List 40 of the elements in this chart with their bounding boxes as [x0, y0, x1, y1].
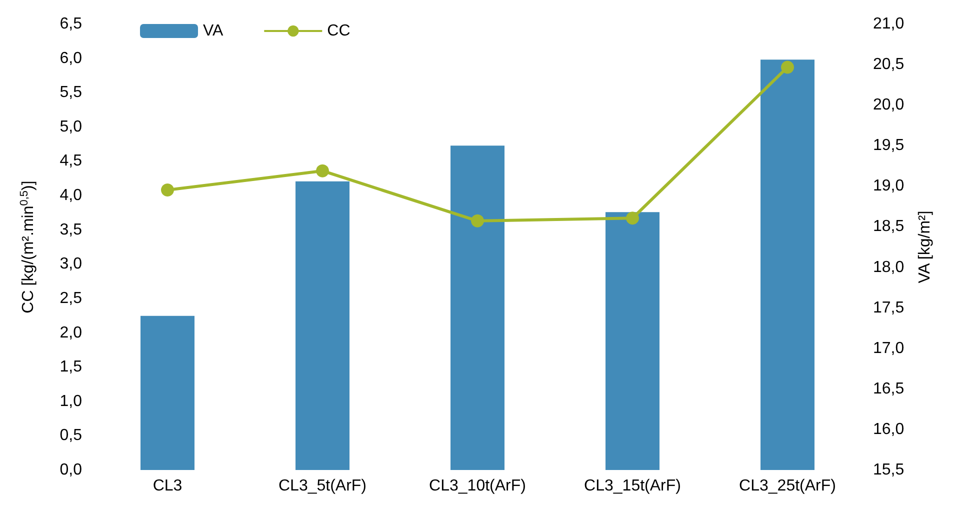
y-tick-label: 1,0 — [60, 392, 82, 410]
y2-tick-label: 16,0 — [873, 420, 904, 438]
y-tick-label: 2,0 — [60, 324, 82, 342]
y-tick-label: 4,5 — [60, 152, 82, 170]
y2-tick-label: 19,0 — [873, 178, 904, 195]
y-tick-label: 5,5 — [60, 84, 82, 102]
y2-tick-label: 21,0 — [873, 16, 904, 32]
y2-axis-title: VA [kg/m²] — [916, 210, 934, 284]
y-tick-label: 0,5 — [60, 427, 82, 444]
y-tick-label: 6,5 — [60, 16, 82, 32]
point — [161, 184, 174, 197]
y-tick-label: 5,0 — [60, 118, 82, 136]
y-axis-title: CC [kg/(m².min0,5)] — [18, 180, 37, 314]
x-tick-label: CL3 — [152, 478, 182, 494]
point — [316, 164, 329, 178]
point — [626, 212, 639, 225]
x-tick-label: CL3_10t(ArF) — [429, 478, 526, 494]
y-tick-label: 6,0 — [60, 50, 82, 67]
x-tick-label: CL3_15t(ArF) — [584, 478, 681, 494]
y2-tick-label: 20,5 — [873, 56, 904, 74]
y-tick-label: 3,0 — [60, 256, 82, 273]
legend-label: CC — [327, 22, 350, 40]
x-tick-label: CL3_25t(ArF) — [739, 478, 836, 494]
y2-tick-label: 17,5 — [873, 299, 904, 316]
legend-label: VA — [203, 22, 224, 40]
y-tick-label: 4,0 — [60, 187, 82, 204]
x-tick-label: CL3_5t(ArF) — [278, 478, 367, 494]
y2-tick-label: 17,0 — [873, 340, 904, 357]
y-tick-label: 2,5 — [60, 290, 82, 307]
y2-tick-label: 16,5 — [873, 380, 904, 398]
y-tick-label: 3,5 — [60, 221, 82, 238]
y-tick-label: 1,5 — [60, 358, 82, 376]
y-tick-label: 0,0 — [60, 462, 82, 478]
point — [471, 214, 484, 228]
y2-tick-label: 20,0 — [873, 96, 904, 114]
y2-tick-label: 19,5 — [873, 137, 904, 154]
y2-tick-label: 15,5 — [873, 462, 904, 478]
y2-tick-label: 18,0 — [873, 258, 904, 276]
y2-tick-label: 18,5 — [873, 218, 904, 236]
point — [781, 60, 794, 74]
